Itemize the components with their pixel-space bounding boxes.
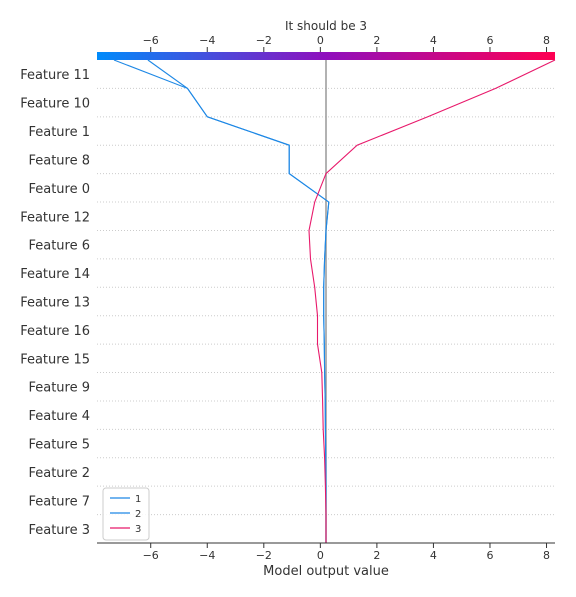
feature-label: Feature 16 xyxy=(20,324,90,339)
legend-box xyxy=(102,487,150,541)
x-tick-label: 2 xyxy=(373,549,380,562)
feature-label: Feature 9 xyxy=(28,381,90,396)
feature-label: Feature 13 xyxy=(20,296,90,311)
x-tick-label: −6 xyxy=(143,549,159,562)
colorbar-tick-label: −2 xyxy=(256,34,272,47)
colorbar-tick-label: 0 xyxy=(317,34,324,47)
x-tick-label: 0 xyxy=(317,549,324,562)
chart-title: It should be 3 xyxy=(285,19,367,33)
x-tick-label: 6 xyxy=(486,549,493,562)
x-tick-label: −4 xyxy=(199,549,215,562)
x-tick-label: 4 xyxy=(430,549,437,562)
series-line-2 xyxy=(113,59,330,543)
feature-label: Feature 4 xyxy=(28,409,90,424)
colorbar-tick-label: −4 xyxy=(199,34,215,47)
decision-lines xyxy=(113,59,556,543)
feature-label: Feature 12 xyxy=(20,210,90,225)
colorbar-tick-label: −6 xyxy=(143,34,159,47)
feature-label: Feature 6 xyxy=(28,239,90,254)
series-line-3 xyxy=(308,59,556,543)
colorbar-tick-label: 6 xyxy=(486,34,493,47)
x-tick-label: −2 xyxy=(256,549,272,562)
feature-label: Feature 5 xyxy=(28,438,90,453)
feature-label: Feature 1 xyxy=(28,125,90,140)
feature-label: Feature 15 xyxy=(20,352,90,367)
feature-labels: Feature 11 Feature 10 Feature 1 Feature 8 Fe… xyxy=(20,68,90,538)
colorbar: −6 −4 −2 0 2 4 6 8 xyxy=(97,34,555,60)
x-tick-label: 8 xyxy=(543,549,550,562)
feature-label: Feature 2 xyxy=(28,466,90,481)
feature-label: Feature 10 xyxy=(20,97,90,112)
feature-label: Feature 8 xyxy=(28,153,90,168)
feature-label: Feature 3 xyxy=(28,523,90,538)
legend-entry: 3 xyxy=(135,524,141,535)
series-line-1 xyxy=(147,59,330,543)
feature-label: Feature 14 xyxy=(20,267,90,282)
colorbar-tick-label: 8 xyxy=(543,34,550,47)
legend: 1 2 3 xyxy=(102,487,150,541)
colorbar-tick-label: 2 xyxy=(373,34,380,47)
feature-label: Feature 7 xyxy=(28,494,90,509)
x-axis: −6 −4 −2 0 2 4 6 8 xyxy=(97,542,555,562)
colorbar-gradient xyxy=(97,52,555,60)
feature-label: Feature 0 xyxy=(28,182,90,197)
x-axis-label: Model output value xyxy=(263,564,389,579)
colorbar-tick-label: 4 xyxy=(430,34,437,47)
legend-entry: 1 xyxy=(135,494,141,505)
feature-label: Feature 11 xyxy=(20,68,90,83)
legend-entry: 2 xyxy=(135,509,141,520)
